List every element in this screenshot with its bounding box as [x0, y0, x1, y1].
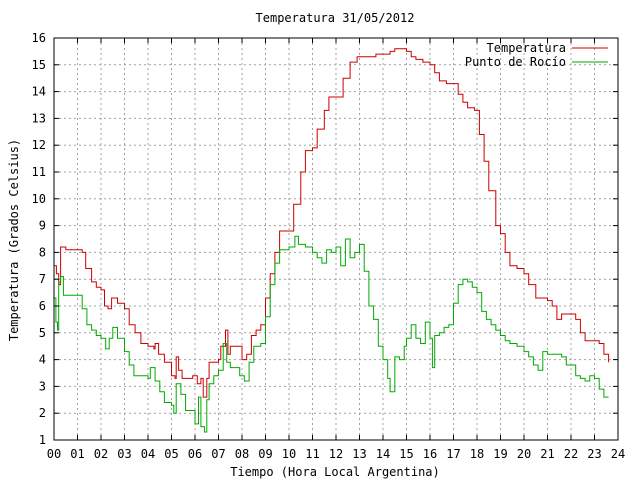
- x-tick-label: 05: [164, 447, 178, 461]
- x-tick-label: 15: [399, 447, 413, 461]
- legend-label: Punto de Rocío: [465, 55, 566, 69]
- series-line-0: [54, 48, 610, 398]
- x-tick-label: 10: [282, 447, 296, 461]
- y-tick-label: 16: [32, 31, 46, 45]
- x-tick-label: 03: [117, 447, 131, 461]
- x-tick-label: 11: [305, 447, 319, 461]
- x-tick-label: 07: [211, 447, 225, 461]
- x-tick-label: 13: [352, 447, 366, 461]
- x-tick-label: 18: [470, 447, 484, 461]
- y-tick-label: 5: [39, 326, 46, 340]
- y-tick-label: 8: [39, 245, 46, 259]
- x-tick-label: 04: [141, 447, 155, 461]
- x-tick-label: 14: [376, 447, 390, 461]
- y-tick-label: 9: [39, 219, 46, 233]
- y-tick-label: 10: [32, 192, 46, 206]
- series-line-1: [54, 235, 609, 433]
- x-tick-label: 12: [329, 447, 343, 461]
- x-tick-label: 22: [564, 447, 578, 461]
- x-tick-label: 19: [493, 447, 507, 461]
- x-tick-label: 08: [235, 447, 249, 461]
- x-tick-label: 16: [423, 447, 437, 461]
- series-layer: [54, 48, 610, 433]
- axis-ticks: 00 01 02 03 04 05 06 07 08 09 10 11 12 13 14 15 16 17 18 19…: [32, 31, 626, 461]
- y-tick-label: 2: [39, 406, 46, 420]
- x-tick-label: 17: [446, 447, 460, 461]
- y-tick-label: 13: [32, 111, 46, 125]
- y-tick-label: 7: [39, 272, 46, 286]
- chart-title: Temperatura 31/05/2012: [256, 11, 415, 25]
- x-tick-label: 24: [611, 447, 625, 461]
- grid-lines: [54, 38, 618, 440]
- y-tick-label: 6: [39, 299, 46, 313]
- x-tick-label: 02: [94, 447, 108, 461]
- legend-label: Temperatura: [487, 41, 566, 55]
- y-tick-label: 11: [32, 165, 46, 179]
- y-tick-label: 12: [32, 138, 46, 152]
- y-tick-label: 4: [39, 353, 46, 367]
- y-tick-label: 3: [39, 379, 46, 393]
- x-tick-label: 23: [587, 447, 601, 461]
- x-axis-label: Tiempo (Hora Local Argentina): [230, 465, 440, 479]
- x-tick-label: 21: [540, 447, 554, 461]
- y-tick-label: 1: [39, 433, 46, 447]
- y-axis-label: Temperatura (Grados Celsius): [7, 139, 21, 341]
- x-tick-label: 06: [188, 447, 202, 461]
- y-tick-label: 14: [32, 85, 46, 99]
- x-tick-label: 20: [517, 447, 531, 461]
- y-tick-label: 15: [32, 58, 46, 72]
- x-tick-label: 01: [70, 447, 84, 461]
- x-tick-label: 09: [258, 447, 272, 461]
- x-tick-label: 00: [47, 447, 61, 461]
